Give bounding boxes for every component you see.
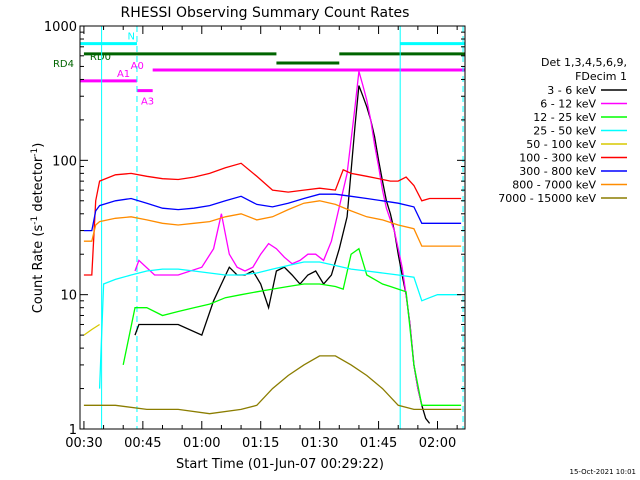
x-tick-label: 00:30 [65,436,102,451]
series-lines [83,71,462,424]
state-bar-label-a1: A1 [117,69,130,80]
legend-label: 7000 - 15000 keV [498,192,596,205]
legend-label: 800 - 7000 keV [512,179,596,192]
legend-label: 25 - 50 keV [533,125,596,138]
series-line-7 [83,200,462,247]
y-tick-label: 100 [52,154,77,169]
state-bar-label-a3: A3 [141,97,154,108]
x-tick-label: 02:00 [419,436,456,451]
legend-label: 300 - 800 keV [519,165,596,178]
legend-label: 6 - 12 keV [540,98,596,111]
state-bar-label-rd4: RD4 [53,59,74,70]
legend-label: 100 - 300 keV [519,152,596,165]
y-axis-label-sup1: -1 [30,216,40,225]
chart-title: RHESSI Observing Summary Count Rates [121,5,410,21]
legend-label: 12 - 25 keV [533,111,596,124]
series-line-8 [83,355,462,415]
state-bar-label-rd0: RD0 [90,52,111,63]
x-axis-label: Start Time (01-Jun-07 00:29:22) [176,457,384,472]
x-tick-label: 01:30 [301,436,338,451]
series-line-6 [83,193,462,232]
cyan-verticals [101,26,464,429]
x-tick-label: 01:45 [360,436,397,451]
y-axis-label-sup2: -1 [30,148,40,157]
x-axis: 00:30 00:45 01:00 01:15 01:30 01:45 02:00 [65,26,458,451]
y-tick-label: 10 [60,289,77,304]
y-axis-label: Count Rate (s-1 detector-1) [30,143,46,314]
state-bar-label-n: N [127,32,134,43]
x-tick-label: 00:45 [124,436,161,451]
series-line-5 [83,162,462,276]
y-tick-label: 1 [69,423,77,438]
y-axis-label-end: ) [31,143,46,148]
x-tick-label: 01:15 [242,436,279,451]
series-line-4 [83,323,100,336]
series-line-1 [134,71,423,406]
x-tick-label: 01:00 [183,436,220,451]
legend-label: 3 - 6 keV [547,84,596,97]
footer-timestamp: 15-Oct-2021 10:01 [570,468,636,476]
legend-header: Det 1,3,4,5,6,9, [541,56,627,69]
legend-header: FDecim 1 [575,70,627,83]
y-axis: 1 10 100 1000 [44,20,465,438]
legend-label: 50 - 100 keV [526,138,596,151]
series-line-2 [122,247,462,406]
series-line-3 [98,261,462,389]
state-bars: RD0RD4NA0A1A3 [53,32,465,108]
y-axis-label-text: Count Rate (s [31,225,46,314]
plot-frame [79,25,466,430]
y-axis-label-mid: detector [31,156,46,216]
y-tick-label: 1000 [44,20,77,35]
svg-text:Count Rate (s-1 detector-1): Count Rate (s-1 detector-1) [30,143,46,314]
